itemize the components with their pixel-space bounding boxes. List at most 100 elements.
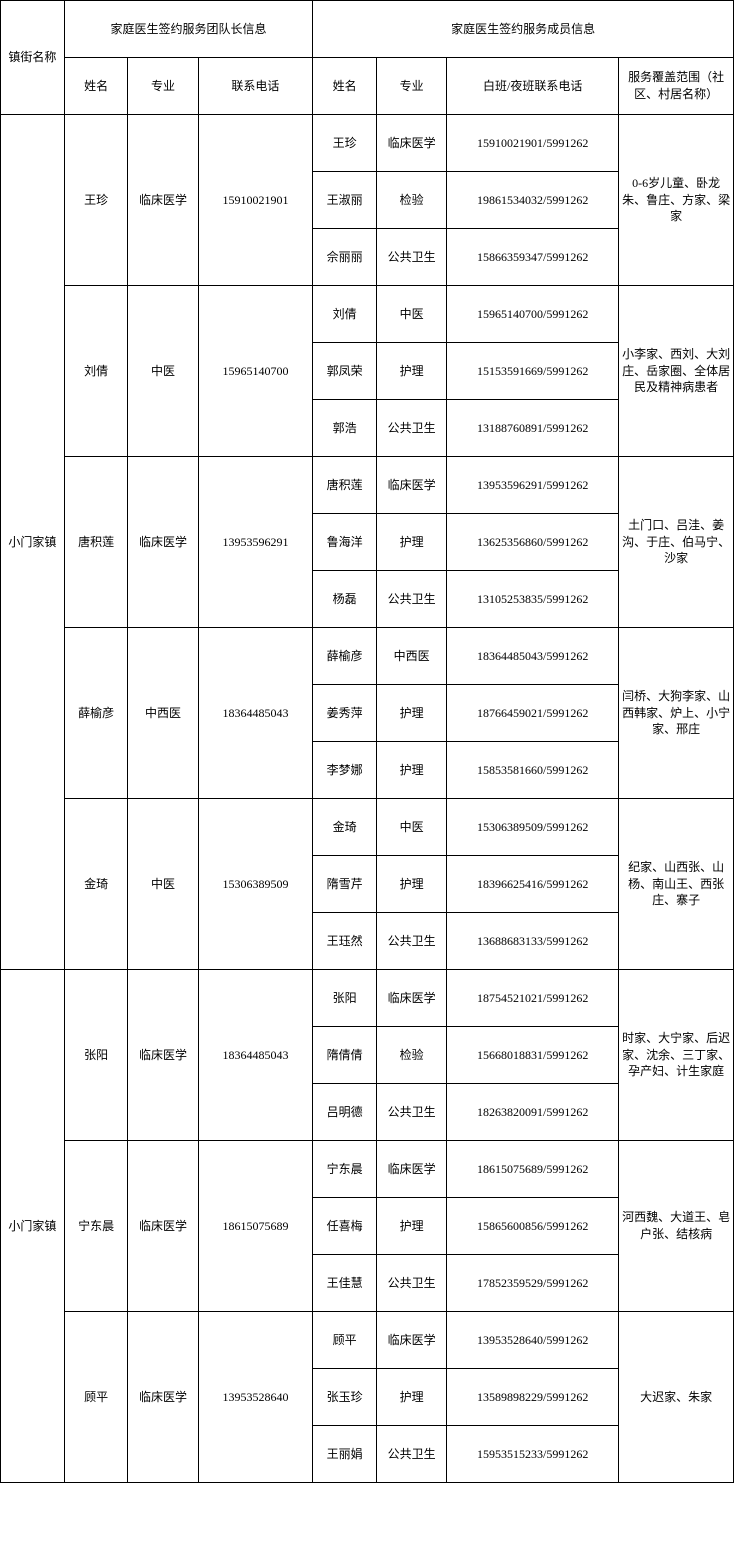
member-name: 鲁海洋 bbox=[313, 514, 377, 571]
member-phone: 15153591669/5991262 bbox=[447, 343, 619, 400]
member-phone: 15953515233/5991262 bbox=[447, 1426, 619, 1483]
member-name: 杨磊 bbox=[313, 571, 377, 628]
member-name: 王淑丽 bbox=[313, 172, 377, 229]
member-name: 张玉珍 bbox=[313, 1369, 377, 1426]
member-spec: 中西医 bbox=[377, 628, 447, 685]
member-spec: 公共卫生 bbox=[377, 400, 447, 457]
coverage-cell: 时家、大宁家、后迟家、沈余、三丁家、孕产妇、计生家庭 bbox=[619, 970, 734, 1141]
leader-phone: 15306389509 bbox=[198, 799, 313, 970]
member-phone: 18754521021/5991262 bbox=[447, 970, 619, 1027]
member-name: 郭浩 bbox=[313, 400, 377, 457]
leader-phone: 18364485043 bbox=[198, 970, 313, 1141]
member-spec: 检验 bbox=[377, 172, 447, 229]
leader-spec: 临床医学 bbox=[128, 970, 198, 1141]
leader-spec: 临床医学 bbox=[128, 1312, 198, 1483]
member-spec: 公共卫生 bbox=[377, 1084, 447, 1141]
member-name: 王佳慧 bbox=[313, 1255, 377, 1312]
member-phone: 18615075689/5991262 bbox=[447, 1141, 619, 1198]
header-spec: 专业 bbox=[128, 58, 198, 115]
leader-phone: 18615075689 bbox=[198, 1141, 313, 1312]
member-spec: 护理 bbox=[377, 685, 447, 742]
member-spec: 护理 bbox=[377, 1198, 447, 1255]
table-row: 刘倩中医15965140700刘倩中医15965140700/5991262小李… bbox=[1, 286, 734, 343]
header-member-group: 家庭医生签约服务成员信息 bbox=[313, 1, 734, 58]
member-phone: 18766459021/5991262 bbox=[447, 685, 619, 742]
coverage-cell: 纪家、山西张、山杨、南山王、西张庄、寨子 bbox=[619, 799, 734, 970]
member-phone: 15965140700/5991262 bbox=[447, 286, 619, 343]
member-spec: 护理 bbox=[377, 514, 447, 571]
town-cell: 小门家镇 bbox=[1, 970, 65, 1483]
leader-name: 张阳 bbox=[64, 970, 128, 1141]
member-phone: 15853581660/5991262 bbox=[447, 742, 619, 799]
member-phone: 15865600856/5991262 bbox=[447, 1198, 619, 1255]
header-name: 姓名 bbox=[64, 58, 128, 115]
member-spec: 临床医学 bbox=[377, 1312, 447, 1369]
member-phone: 18263820091/5991262 bbox=[447, 1084, 619, 1141]
leader-spec: 中医 bbox=[128, 799, 198, 970]
leader-name: 金琦 bbox=[64, 799, 128, 970]
member-name: 姜秀萍 bbox=[313, 685, 377, 742]
leader-name: 顾平 bbox=[64, 1312, 128, 1483]
leader-spec: 临床医学 bbox=[128, 115, 198, 286]
leader-spec: 临床医学 bbox=[128, 1141, 198, 1312]
header-phone: 联系电话 bbox=[198, 58, 313, 115]
leader-spec: 中医 bbox=[128, 286, 198, 457]
member-name: 王丽娟 bbox=[313, 1426, 377, 1483]
doctor-service-table: 镇街名称 家庭医生签约服务团队长信息 家庭医生签约服务成员信息 姓名 专业 联系… bbox=[0, 0, 734, 1483]
member-spec: 临床医学 bbox=[377, 457, 447, 514]
member-spec: 公共卫生 bbox=[377, 571, 447, 628]
member-phone: 13953528640/5991262 bbox=[447, 1312, 619, 1369]
leader-name: 唐积莲 bbox=[64, 457, 128, 628]
member-phone: 15910021901/5991262 bbox=[447, 115, 619, 172]
leader-phone: 18364485043 bbox=[198, 628, 313, 799]
member-name: 张阳 bbox=[313, 970, 377, 1027]
member-phone: 15668018831/5991262 bbox=[447, 1027, 619, 1084]
header-row-2: 姓名 专业 联系电话 姓名 专业 白班/夜班联系电话 服务覆盖范围（社区、村居名… bbox=[1, 58, 734, 115]
table-row: 金琦中医15306389509金琦中医15306389509/5991262纪家… bbox=[1, 799, 734, 856]
member-spec: 公共卫生 bbox=[377, 1426, 447, 1483]
table-row: 唐积莲临床医学13953596291唐积莲临床医学13953596291/599… bbox=[1, 457, 734, 514]
member-name: 唐积莲 bbox=[313, 457, 377, 514]
coverage-cell: 0-6岁儿童、卧龙朱、鲁庄、方家、梁家 bbox=[619, 115, 734, 286]
header-coverage: 服务覆盖范围（社区、村居名称） bbox=[619, 58, 734, 115]
member-name: 薛榆彦 bbox=[313, 628, 377, 685]
leader-name: 薛榆彦 bbox=[64, 628, 128, 799]
member-name: 李梦娜 bbox=[313, 742, 377, 799]
member-phone: 13625356860/5991262 bbox=[447, 514, 619, 571]
coverage-cell: 河西魏、大道王、皂户张、结核病 bbox=[619, 1141, 734, 1312]
leader-phone: 15965140700 bbox=[198, 286, 313, 457]
member-name: 隋倩倩 bbox=[313, 1027, 377, 1084]
town-cell: 小门家镇 bbox=[1, 115, 65, 970]
coverage-cell: 大迟家、朱家 bbox=[619, 1312, 734, 1483]
member-name: 郭凤荣 bbox=[313, 343, 377, 400]
leader-phone: 15910021901 bbox=[198, 115, 313, 286]
member-phone: 15306389509/5991262 bbox=[447, 799, 619, 856]
member-spec: 临床医学 bbox=[377, 115, 447, 172]
table-row: 小门家镇张阳临床医学18364485043张阳临床医学18754521021/5… bbox=[1, 970, 734, 1027]
leader-name: 刘倩 bbox=[64, 286, 128, 457]
member-phone: 13953596291/5991262 bbox=[447, 457, 619, 514]
member-phone: 17852359529/5991262 bbox=[447, 1255, 619, 1312]
member-name: 宁东晨 bbox=[313, 1141, 377, 1198]
table-row: 顾平临床医学13953528640顾平临床医学13953528640/59912… bbox=[1, 1312, 734, 1369]
member-name: 金琦 bbox=[313, 799, 377, 856]
header-town: 镇街名称 bbox=[1, 1, 65, 115]
coverage-cell: 小李家、西刘、大刘庄、岳家圈、全体居民及精神病患者 bbox=[619, 286, 734, 457]
member-spec: 护理 bbox=[377, 1369, 447, 1426]
header-row-1: 镇街名称 家庭医生签约服务团队长信息 家庭医生签约服务成员信息 bbox=[1, 1, 734, 58]
member-spec: 中医 bbox=[377, 286, 447, 343]
member-phone: 13105253835/5991262 bbox=[447, 571, 619, 628]
member-name: 吕明德 bbox=[313, 1084, 377, 1141]
member-spec: 护理 bbox=[377, 856, 447, 913]
table-body: 小门家镇王珍临床医学15910021901王珍临床医学15910021901/5… bbox=[1, 115, 734, 1483]
member-name: 王珏然 bbox=[313, 913, 377, 970]
member-phone: 13688683133/5991262 bbox=[447, 913, 619, 970]
member-name: 刘倩 bbox=[313, 286, 377, 343]
leader-phone: 13953596291 bbox=[198, 457, 313, 628]
member-phone: 18396625416/5991262 bbox=[447, 856, 619, 913]
member-spec: 护理 bbox=[377, 343, 447, 400]
table-row: 宁东晨临床医学18615075689宁东晨临床医学18615075689/599… bbox=[1, 1141, 734, 1198]
member-spec: 公共卫生 bbox=[377, 229, 447, 286]
leader-name: 宁东晨 bbox=[64, 1141, 128, 1312]
leader-phone: 13953528640 bbox=[198, 1312, 313, 1483]
